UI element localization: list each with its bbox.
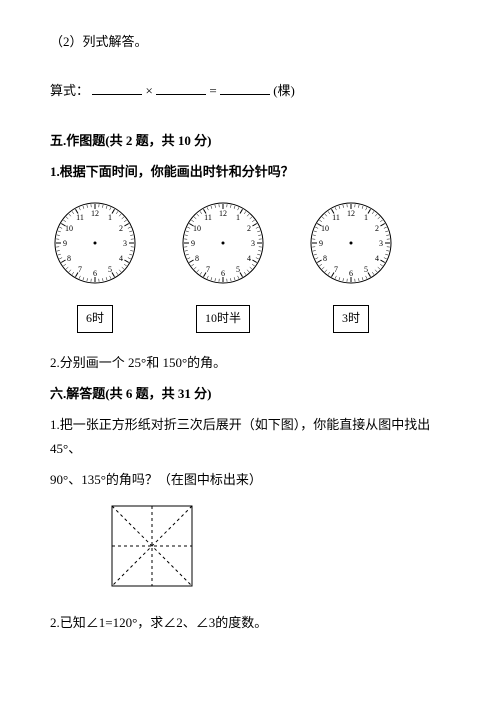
blank-c[interactable]	[220, 81, 270, 95]
formula-eq: =	[209, 83, 216, 98]
svg-text:3: 3	[379, 239, 383, 248]
svg-text:5: 5	[236, 265, 240, 274]
svg-text:1: 1	[236, 213, 240, 222]
svg-text:11: 11	[204, 213, 212, 222]
q2-prompt: （2）列式解答。	[50, 30, 450, 53]
svg-text:2: 2	[247, 224, 251, 233]
svg-text:4: 4	[247, 254, 251, 263]
svg-text:7: 7	[206, 265, 210, 274]
svg-text:6: 6	[93, 269, 97, 278]
svg-text:10: 10	[321, 224, 329, 233]
clock-label-3: 3时	[333, 305, 369, 333]
formula-prefix: 算式：	[50, 83, 89, 98]
clock-label-1-wrap: 6时	[50, 305, 140, 333]
blank-a[interactable]	[92, 81, 142, 95]
clock-label-3-wrap: 3时	[306, 305, 396, 333]
svg-text:10: 10	[65, 224, 73, 233]
section-6-heading: 六.解答题(共 6 题，共 31 分)	[50, 382, 450, 405]
clock-label-1: 6时	[77, 305, 113, 333]
svg-text:2: 2	[119, 224, 123, 233]
svg-text:3: 3	[251, 239, 255, 248]
svg-text:8: 8	[67, 254, 71, 263]
formula-op: ×	[146, 83, 153, 98]
svg-text:11: 11	[332, 213, 340, 222]
svg-text:12: 12	[91, 209, 99, 218]
s6-q1-l2: 90°、135°的角吗？（在图中标出来）	[50, 468, 450, 491]
svg-text:5: 5	[108, 265, 112, 274]
formula-unit: (棵)	[273, 83, 295, 98]
s5-q2: 2.分别画一个 25°和 150°的角。	[50, 351, 450, 374]
s5-q1: 1.根据下面时间，你能画出时针和分针吗？	[50, 160, 450, 183]
section-5-heading: 五.作图题(共 2 题，共 10 分)	[50, 129, 450, 152]
svg-text:11: 11	[76, 213, 84, 222]
svg-text:7: 7	[334, 265, 338, 274]
blank-b[interactable]	[156, 81, 206, 95]
clock-3: 123456789101112	[306, 198, 396, 295]
svg-text:8: 8	[323, 254, 327, 263]
clocks-row: 123456789101112 123456789101112 12345678…	[50, 198, 450, 295]
svg-text:12: 12	[219, 209, 227, 218]
svg-text:1: 1	[364, 213, 368, 222]
svg-text:9: 9	[63, 239, 67, 248]
svg-text:12: 12	[347, 209, 355, 218]
svg-text:7: 7	[78, 265, 82, 274]
clock-label-2-wrap: 10时半	[178, 305, 268, 333]
svg-text:5: 5	[364, 265, 368, 274]
s6-q2: 2.已知∠1=120°，求∠2、∠3的度数。	[50, 611, 450, 634]
svg-text:6: 6	[349, 269, 353, 278]
svg-text:4: 4	[375, 254, 379, 263]
clock-labels-row: 6时 10时半 3时	[50, 305, 450, 333]
svg-text:8: 8	[195, 254, 199, 263]
svg-text:6: 6	[221, 269, 225, 278]
s6-q1-l1: 1.把一张正方形纸对折三次后展开（如下图），你能直接从图中找出 45°、	[50, 413, 450, 460]
svg-text:1: 1	[108, 213, 112, 222]
clock-label-2: 10时半	[196, 305, 250, 333]
svg-text:4: 4	[119, 254, 123, 263]
svg-text:9: 9	[191, 239, 195, 248]
worksheet-page: （2）列式解答。 算式： × = (棵) 五.作图题(共 2 题，共 10 分)…	[0, 0, 500, 708]
svg-text:9: 9	[319, 239, 323, 248]
svg-text:2: 2	[375, 224, 379, 233]
clock-1: 123456789101112	[50, 198, 140, 295]
clock-2: 123456789101112	[178, 198, 268, 295]
svg-text:10: 10	[193, 224, 201, 233]
svg-text:3: 3	[123, 239, 127, 248]
folded-square-figure	[110, 504, 450, 595]
formula-line: 算式： × = (棵)	[50, 79, 450, 102]
